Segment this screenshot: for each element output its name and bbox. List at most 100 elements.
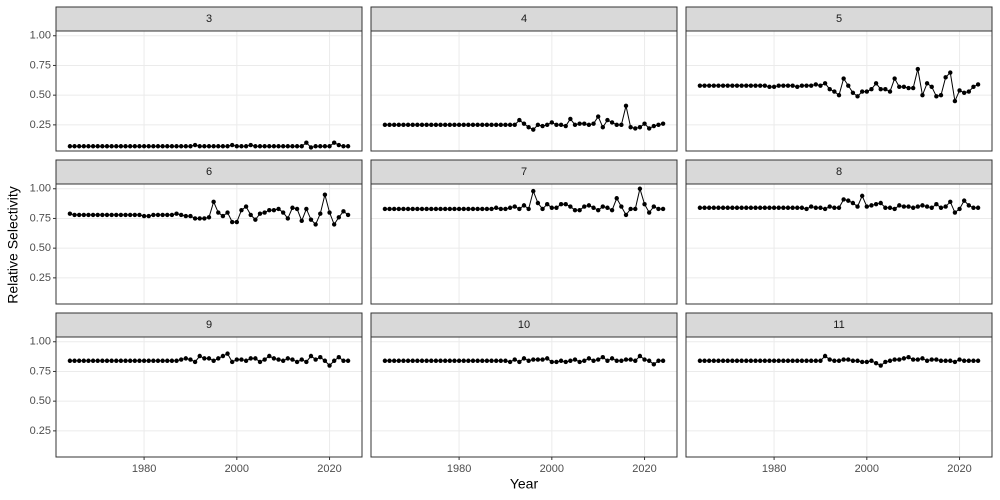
data-point — [975, 205, 981, 210]
y-tick-label: 1.00 — [30, 30, 51, 42]
data-point — [239, 144, 244, 149]
data-point — [577, 207, 582, 213]
data-point — [535, 122, 541, 128]
data-point — [906, 354, 911, 360]
data-point — [656, 206, 661, 212]
data-point — [419, 206, 425, 212]
data-point — [864, 359, 870, 365]
data-point — [651, 362, 657, 367]
data-point — [554, 122, 559, 128]
data-point — [846, 83, 851, 88]
data-point — [910, 205, 916, 210]
data-point — [628, 357, 633, 362]
data-point — [493, 358, 499, 363]
data-point — [76, 212, 82, 218]
data-point — [206, 356, 212, 361]
data-point — [456, 358, 462, 363]
data-point — [67, 358, 73, 363]
data-point — [127, 212, 133, 218]
data-point — [619, 122, 624, 128]
data-point — [850, 90, 856, 95]
data-point — [605, 117, 610, 123]
data-point — [720, 83, 726, 88]
data-point — [628, 206, 633, 212]
data-point — [595, 207, 601, 213]
data-point — [132, 358, 138, 363]
data-point — [711, 83, 717, 88]
data-point — [322, 144, 328, 149]
data-point — [104, 358, 110, 363]
data-point — [81, 212, 87, 218]
data-point — [345, 358, 351, 363]
strip-label: 6 — [206, 166, 212, 178]
data-point — [609, 120, 615, 125]
data-point — [327, 144, 332, 149]
data-point — [410, 206, 415, 212]
data-point — [827, 204, 832, 209]
data-point — [160, 358, 165, 363]
data-point — [901, 84, 907, 90]
data-point — [873, 81, 879, 86]
data-point — [929, 84, 934, 90]
data-point — [336, 142, 342, 148]
data-point — [957, 206, 962, 212]
data-point — [220, 353, 226, 359]
data-point — [341, 358, 346, 363]
data-point — [211, 358, 216, 363]
data-point — [197, 353, 202, 359]
data-point — [183, 144, 189, 149]
data-point — [489, 206, 494, 212]
data-point — [285, 216, 291, 221]
data-point — [739, 358, 744, 363]
data-point — [225, 144, 230, 149]
panel-border — [55, 183, 363, 305]
data-point — [586, 203, 592, 208]
data-point — [781, 205, 786, 210]
data-point — [563, 123, 568, 129]
data-point — [526, 206, 531, 212]
data-point — [466, 122, 471, 128]
strip-label: 4 — [521, 13, 527, 25]
data-point — [873, 201, 879, 207]
data-point — [433, 206, 439, 212]
data-point — [841, 76, 846, 81]
data-point — [86, 144, 91, 149]
data-point — [716, 358, 721, 363]
data-point — [961, 90, 967, 95]
data-point — [382, 358, 388, 363]
data-point — [883, 205, 888, 210]
data-point — [808, 358, 814, 363]
data-point — [716, 205, 721, 210]
data-point — [920, 203, 925, 208]
panel-border — [55, 30, 363, 152]
data-point — [438, 122, 443, 128]
strip — [55, 312, 363, 338]
data-point — [971, 84, 976, 90]
data-point — [234, 219, 240, 225]
data-point — [526, 125, 531, 130]
data-point — [734, 358, 740, 363]
data-point — [702, 205, 707, 210]
data-point — [702, 358, 707, 363]
data-point — [832, 205, 837, 210]
data-point — [76, 144, 82, 149]
data-point — [507, 359, 513, 365]
y-tick-label: 0.25 — [30, 272, 51, 284]
data-point — [132, 144, 138, 149]
data-point — [391, 206, 397, 212]
data-point — [892, 206, 897, 212]
data-point — [313, 222, 318, 227]
data-point — [642, 121, 647, 126]
data-point — [480, 122, 485, 128]
data-point — [109, 144, 114, 149]
data-point — [327, 363, 332, 368]
data-point — [910, 85, 916, 91]
x-tick-label: 1980 — [132, 463, 156, 475]
data-point — [123, 212, 128, 218]
data-point — [118, 212, 124, 218]
data-point — [484, 122, 490, 128]
data-point — [318, 211, 323, 216]
data-point — [211, 199, 216, 205]
data-point — [470, 358, 476, 363]
data-point — [799, 205, 805, 210]
